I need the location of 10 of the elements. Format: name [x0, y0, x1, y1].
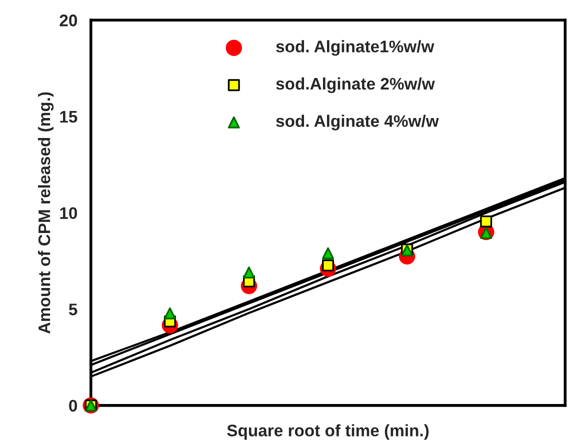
y-tick-label: 5	[68, 304, 78, 316]
y-tick-label: 10	[60, 207, 78, 220]
x-axis-title: Square root of time (min.)	[227, 424, 429, 440]
y-tick-label: 20	[60, 14, 78, 26]
legend-label: sod. Alginate1%w/w	[276, 40, 434, 56]
legend-label: sod. Alginate 4%w/w	[276, 114, 439, 130]
y-tick-label: 0	[69, 400, 78, 412]
y-axis-title: Amount of CPM released (mg.)	[38, 92, 54, 334]
y-tick-label: 15	[60, 111, 78, 123]
legend-label: sod.Alginate 2%w/w	[276, 77, 435, 94]
